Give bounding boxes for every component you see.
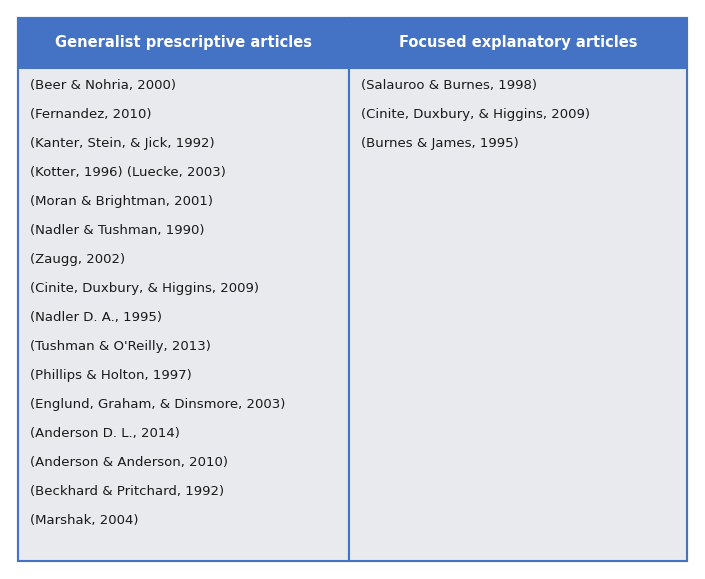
Text: (Moran & Brightman, 2001): (Moran & Brightman, 2001) [30,195,213,208]
Text: (Tushman & O'Reilly, 2013): (Tushman & O'Reilly, 2013) [30,340,211,353]
Bar [349,68,687,561]
Text: (Fernandez, 2010): (Fernandez, 2010) [30,108,152,121]
Text: (Cinite, Duxbury, & Higgins, 2009): (Cinite, Duxbury, & Higgins, 2009) [30,282,259,295]
Text: (Marshak, 2004): (Marshak, 2004) [30,514,138,527]
Text: (Nadler & Tushman, 1990): (Nadler & Tushman, 1990) [30,224,204,237]
Bar [349,18,687,68]
Bar [18,18,349,68]
Text: Focused explanatory articles: Focused explanatory articles [399,35,637,50]
Text: Generalist prescriptive articles: Generalist prescriptive articles [55,35,312,50]
Text: (Kotter, 1996) (Luecke, 2003): (Kotter, 1996) (Luecke, 2003) [30,166,226,179]
Text: (Zaugg, 2002): (Zaugg, 2002) [30,253,125,266]
Text: (Anderson & Anderson, 2010): (Anderson & Anderson, 2010) [30,456,228,469]
Bar [18,68,349,561]
Text: (Salauroo & Burnes, 1998): (Salauroo & Burnes, 1998) [361,79,537,92]
Text: (Phillips & Holton, 1997): (Phillips & Holton, 1997) [30,369,192,382]
Text: (Kanter, Stein, & Jick, 1992): (Kanter, Stein, & Jick, 1992) [30,137,214,150]
Text: (Cinite, Duxbury, & Higgins, 2009): (Cinite, Duxbury, & Higgins, 2009) [361,108,590,121]
Text: (Anderson D. L., 2014): (Anderson D. L., 2014) [30,427,180,440]
Text: (Englund, Graham, & Dinsmore, 2003): (Englund, Graham, & Dinsmore, 2003) [30,398,286,411]
Text: (Beckhard & Pritchard, 1992): (Beckhard & Pritchard, 1992) [30,485,224,498]
Text: (Beer & Nohria, 2000): (Beer & Nohria, 2000) [30,79,176,92]
Text: (Burnes & James, 1995): (Burnes & James, 1995) [361,137,519,150]
Text: (Nadler D. A., 1995): (Nadler D. A., 1995) [30,311,162,324]
